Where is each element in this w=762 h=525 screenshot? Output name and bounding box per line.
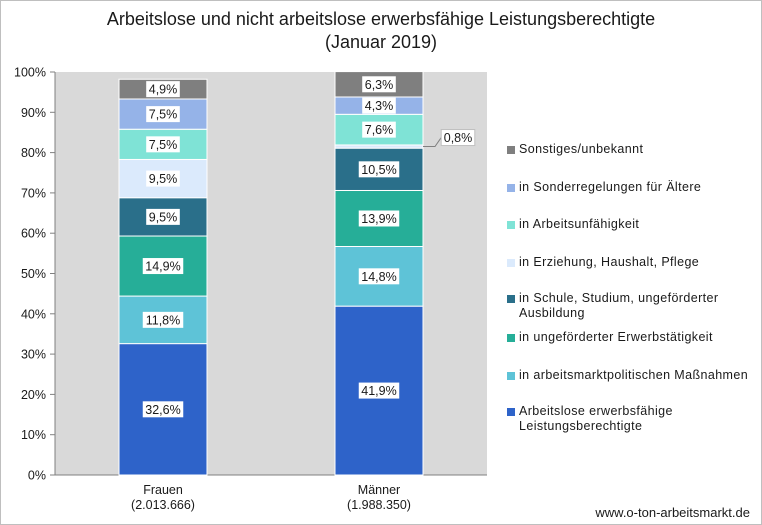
data-label-leader: [423, 137, 442, 148]
data-label: 6,3%: [365, 78, 394, 92]
data-label-box: [146, 106, 180, 123]
data-label-box: [142, 311, 184, 328]
data-label: 14,8%: [361, 270, 396, 284]
bar-segment-frauen-4: [118, 158, 208, 199]
data-label-box: [146, 136, 180, 153]
data-label-box: [362, 76, 396, 93]
y-tick-label: 30%: [21, 348, 46, 362]
data-label-box: [440, 129, 476, 147]
data-label-box: [358, 161, 400, 178]
y-tick-label: 50%: [21, 267, 46, 281]
data-label: 14,9%: [145, 260, 180, 274]
data-label: 11,8%: [146, 313, 181, 327]
y-tick-label: 60%: [21, 227, 46, 241]
legend-swatch: [507, 221, 515, 230]
y-tick-label: 70%: [21, 186, 46, 200]
x-category-sublabel: (1.988.350): [347, 498, 411, 512]
legend-swatch: [507, 258, 515, 267]
data-label: 32,6%: [145, 403, 180, 417]
data-label-box: [362, 121, 396, 138]
data-label-box: [146, 208, 180, 225]
legend-label: in Arbeitsunfähigkeit: [519, 217, 640, 232]
data-label: 7,5%: [149, 108, 178, 122]
data-label: 9,5%: [149, 172, 178, 186]
data-label: 4,9%: [149, 83, 178, 97]
data-label: 9,5%: [149, 210, 178, 224]
data-label-box: [142, 258, 184, 275]
data-label: 41,9%: [361, 384, 396, 398]
y-tick-label: 80%: [21, 146, 46, 160]
data-label: 0,8%: [444, 131, 473, 145]
legend-swatch: [507, 371, 515, 380]
data-label-box: [358, 382, 400, 399]
data-label-box: [146, 170, 180, 187]
chart-title-line-1: Arbeitslose und nicht arbeitslose erwerb…: [106, 9, 656, 29]
data-label: 13,9%: [361, 212, 396, 226]
source-credit: www.o-ton-arbeitsmarkt.de: [595, 505, 750, 520]
data-label: 7,5%: [149, 138, 178, 152]
data-label: 10,5%: [361, 163, 396, 177]
x-category-label: Frauen: [143, 483, 183, 497]
y-tick-label: 0%: [28, 469, 46, 483]
x-category-label: Männer: [358, 483, 400, 497]
y-tick-label: 90%: [21, 106, 46, 120]
legend-swatch: [507, 295, 515, 304]
data-label: 4,3%: [365, 99, 394, 113]
legend-swatch: [507, 146, 515, 154]
data-label: 7,6%: [365, 123, 394, 137]
y-tick-label: 10%: [21, 428, 46, 442]
y-tick-label: 40%: [21, 307, 46, 321]
legend-swatch: [507, 408, 515, 417]
legend-swatch: [507, 183, 515, 192]
legend-label: in arbeitsmarktpolitischen Maßnahmen: [519, 367, 749, 382]
data-label-box: [142, 401, 184, 418]
data-label-box: [146, 81, 180, 98]
legend-label: Arbeitslose erwerbsfähige Leistungsberec…: [519, 404, 673, 434]
y-tick-label: 100%: [14, 66, 46, 80]
legend-label: Sonstiges/unbekannt: [519, 142, 644, 156]
chart-title: Arbeitslose und nicht arbeitslose erwerb…: [0, 8, 762, 54]
legend-label: in ungeförderter Erwerbstätigkeit: [519, 330, 713, 344]
y-tick-label: 20%: [21, 388, 46, 402]
legend-label: in Sonderregelungen für Ältere: [519, 179, 702, 194]
data-label-box: [358, 268, 400, 285]
data-label-box: [362, 97, 396, 114]
chart-title-line-2: (Januar 2019): [324, 32, 438, 52]
data-label-box: [358, 210, 400, 227]
legend-label: in Erziehung, Haushalt, Pflege: [519, 254, 700, 269]
legend-label: in Schule, Studium, ungeförderter Ausbil…: [519, 291, 719, 321]
x-category-sublabel: (2.013.666): [131, 498, 195, 512]
legend-swatch: [507, 334, 515, 342]
